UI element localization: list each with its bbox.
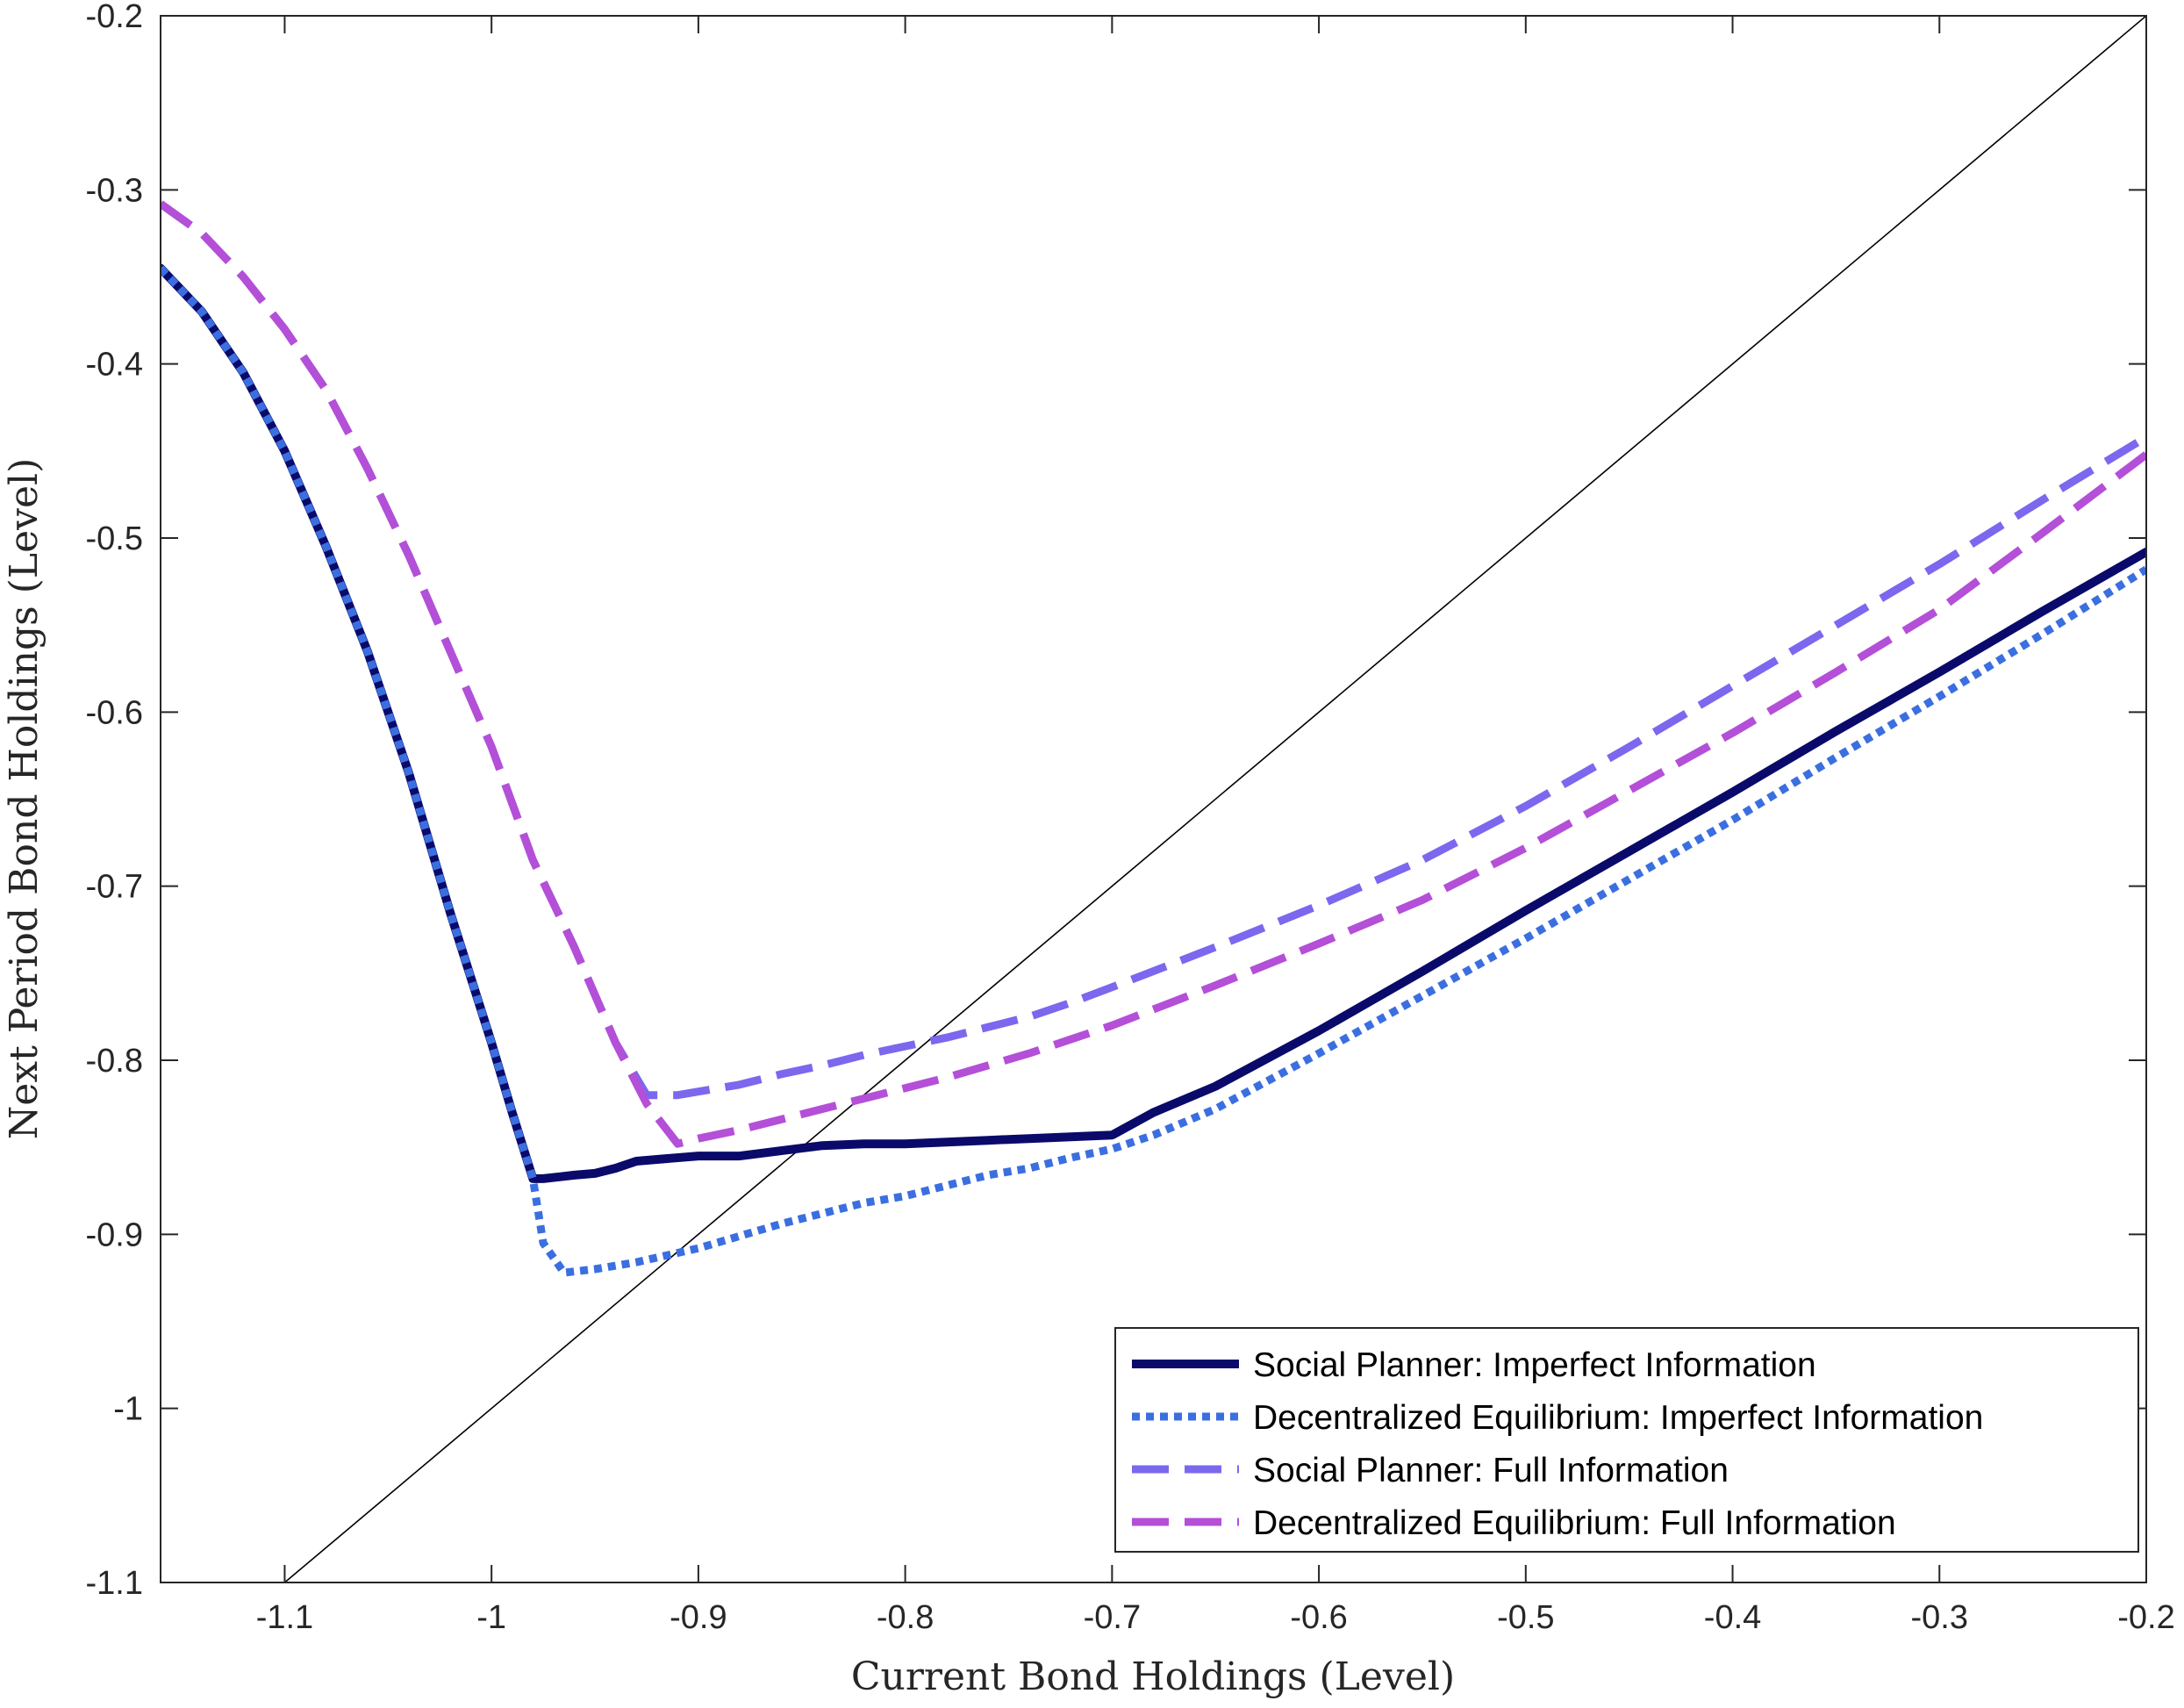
legend-label-1: Social Planner: Imperfect Information <box>1253 1346 1816 1384</box>
y-tick-label: -0.5 <box>86 520 143 557</box>
y-axis-title: Next Period Bond Holdings (Level) <box>2 458 47 1140</box>
x-tick-label: -0.6 <box>1290 1599 1347 1636</box>
x-tick-label: -0.8 <box>877 1599 934 1636</box>
legend-box <box>1114 1327 2139 1553</box>
y-tick-label: -0.6 <box>86 694 143 731</box>
series-line-4 <box>161 200 2146 1148</box>
reference-line <box>283 16 2146 1582</box>
x-tick-label: -0.4 <box>1704 1599 1761 1636</box>
y-tick-label: -0.2 <box>86 0 143 35</box>
y-tick-label: -0.7 <box>86 869 143 906</box>
series-line-1 <box>161 263 2146 1183</box>
y-tick-label: -0.8 <box>86 1043 143 1080</box>
x-tick-label: -1 <box>476 1599 506 1636</box>
y-tick-labels: -1.1 -1 -0.9 -0.8 -0.7 -0.6 -0.5 -0.4 -0.3 -0.2 <box>86 0 143 1602</box>
legend-label-4: Decentralized Equilibrium: Full Informat… <box>1253 1504 1896 1542</box>
x-tick-label: -0.9 <box>670 1599 727 1636</box>
y-tick-label: -1.1 <box>86 1565 143 1602</box>
legend: Social Planner: Imperfect Information Dec… <box>1114 1327 2139 1553</box>
x-tick-label: -1.1 <box>256 1599 313 1636</box>
x-tick-labels: -1.1 -1 -0.9 -0.8 -0.7 -0.6 -0.5 -0.4 -0.3 -0.2 <box>256 1599 2175 1636</box>
y-tick-label: -0.4 <box>86 347 143 384</box>
plot-background <box>161 16 2146 1582</box>
tick-layer <box>161 15 2147 1583</box>
x-tick-label: -0.3 <box>1911 1599 1968 1636</box>
x-axis-title: Current Bond Holdings (Level) <box>851 1654 1455 1699</box>
series-layer <box>161 200 2146 1277</box>
y-tick-label: -1 <box>113 1391 143 1428</box>
x-tick-label: -0.7 <box>1084 1599 1141 1636</box>
plot-frame <box>160 15 2147 1583</box>
x-tick-label: -0.2 <box>2117 1599 2174 1636</box>
legend-label-3: Social Planner: Full Information <box>1253 1452 1729 1489</box>
legend-label-2: Decentralized Equilibrium: Imperfect Inf… <box>1253 1399 1983 1437</box>
x-tick-label: -0.5 <box>1497 1599 1554 1636</box>
reference-layer <box>283 16 2146 1582</box>
legend-items: Social Planner: Imperfect Information Dec… <box>1132 1346 1983 1542</box>
y-tick-label: -0.3 <box>86 172 143 209</box>
series-line-2 <box>161 265 2146 1277</box>
y-tick-label: -0.9 <box>86 1216 143 1253</box>
